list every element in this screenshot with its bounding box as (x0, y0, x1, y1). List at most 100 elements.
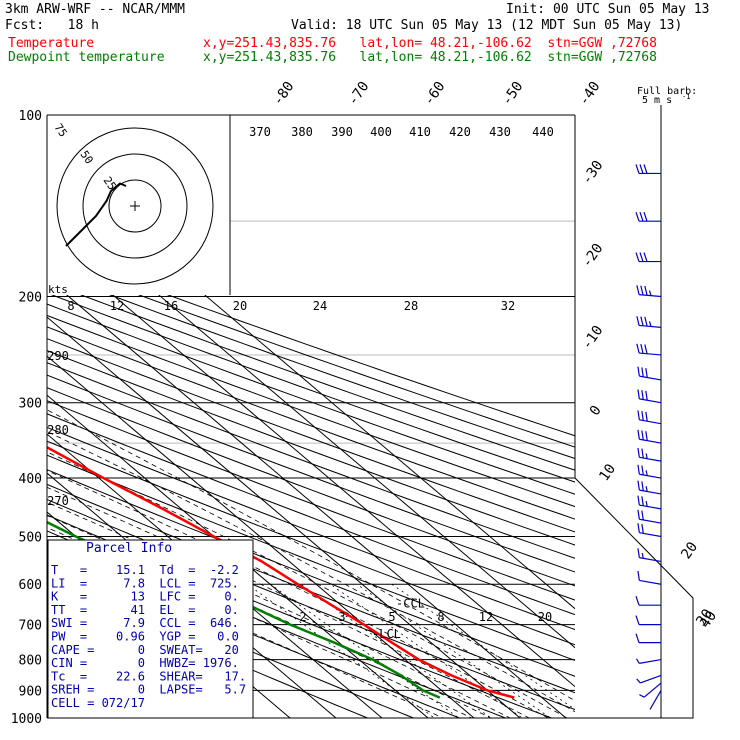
wind-barb-flag (636, 316, 640, 326)
pressure-label: 1000 (11, 712, 42, 727)
hodograph-scale-label: 16 (164, 299, 178, 313)
wind-barb-flag (637, 480, 640, 491)
dry-adiabat (47, 338, 575, 533)
dry-adiabat (47, 387, 575, 587)
isotherm-label: 20 (678, 539, 701, 562)
hodograph-scale-label: 8 (67, 299, 74, 313)
wind-barb-half (648, 290, 652, 296)
theta-label: 400 (370, 125, 392, 139)
dry-adiabat (47, 260, 575, 448)
wind-barb-flag (637, 429, 640, 440)
wind-barb-half (648, 321, 652, 327)
hodograph-ring (108, 179, 162, 233)
wind-barb-flag (636, 285, 640, 295)
isotherm-line (47, 277, 567, 718)
parcel-info-row: Tc = 22.6 SHEAR= 17. (51, 669, 246, 683)
dewpoint-location: x,y=251.43,835.76 lat,lon= 48.21,-106.62… (203, 50, 657, 65)
parcel-info-row: CAPE = 0 SWEAT= 20 (51, 643, 239, 657)
isotherm-line (0, 102, 29, 731)
dry-adiabat (47, 454, 575, 661)
parcel-info-row: SREH = 0 LAPSE= 5.7 (51, 683, 246, 697)
thetae-label: 290 (47, 349, 69, 363)
theta-label: 440 (532, 125, 554, 139)
hodograph-scale-label: 12 (110, 299, 124, 313)
wind-barb-staff (639, 438, 662, 444)
wind-barb-flag (644, 316, 648, 327)
pressure-label: 500 (19, 530, 42, 545)
dry-adiabat (47, 400, 575, 601)
dry-adiabat (47, 249, 575, 437)
isotherm-label: -80 (270, 79, 298, 109)
wind-barb-flag (641, 481, 644, 491)
mixing-ratio-label: 2 (299, 610, 306, 624)
wind-barb-staff (639, 658, 662, 664)
moist-adiabat (47, 486, 530, 718)
wind-barb-staff (639, 375, 662, 381)
isotherm-line (47, 238, 575, 688)
wind-barb-flag (636, 343, 640, 354)
wind-barb-flag (637, 495, 640, 506)
wind-barb-flag (637, 523, 640, 533)
pressure-label: 800 (19, 654, 42, 669)
parcel-info-row: T = 15.1 Td = -2.2 (51, 563, 239, 577)
theta-label: 410 (409, 125, 431, 139)
pressure-label: 700 (19, 619, 42, 634)
hodograph-ring (82, 153, 188, 259)
dry-adiabat (47, 413, 575, 616)
dry-adiabat (47, 303, 575, 495)
thetae-label: 270 (47, 494, 69, 508)
wind-barb-flag (635, 211, 640, 222)
mixing-ratio-line (391, 583, 575, 710)
wind-barb-flag (645, 431, 648, 441)
pressure-label: 400 (19, 472, 42, 487)
wind-barb-staff (639, 504, 662, 510)
hodograph-trace (65, 182, 127, 247)
dewpoint-legend-label: Dewpoint temperature (8, 50, 165, 65)
parcel-info-row: K = 13 LFC = 0. (51, 590, 239, 604)
wind-barb-flag (635, 595, 640, 606)
isotherm-label: -10 (579, 323, 607, 353)
isotherm-label: -70 (345, 79, 373, 109)
wind-barb-flag (635, 164, 640, 174)
wind-barb-flag (637, 464, 640, 475)
wind-barb-flag (639, 164, 644, 174)
wind-barb-flag (641, 367, 644, 377)
wind-barb-half (645, 501, 648, 507)
parcel-info-row: TT = 41 EL = 0. (51, 603, 239, 617)
pressure-label: 600 (19, 578, 42, 593)
hodograph-scale-label: 24 (313, 299, 327, 313)
dry-adiabat (47, 350, 575, 546)
barb-legend-value: 5 m s (642, 95, 672, 106)
mixing-ratio-label: 20 (538, 610, 552, 624)
isotherm-label: -50 (499, 79, 527, 109)
hodograph-ring-label: 75 (52, 121, 70, 139)
wind-barb-flag (641, 448, 644, 459)
isotherm-label: 10 (596, 461, 619, 484)
isotherm-line (47, 316, 521, 718)
valid-time: Valid: 18 UTC Sun 05 May 13 (12 MDT Sun … (291, 18, 683, 33)
wind-barb-staff (639, 294, 662, 298)
hodograph-ring-label: 50 (78, 148, 96, 166)
wind-barb-flag (640, 285, 644, 296)
dry-adiabat (47, 440, 575, 646)
isotherm-label: 40 (697, 608, 720, 631)
hodograph-ring (56, 127, 214, 285)
wind-barb-flag (643, 211, 648, 222)
dry-adiabat (47, 270, 575, 460)
wind-barb-half (641, 552, 644, 559)
wind-barb-staff (639, 456, 662, 462)
mixing-ratio-label: 8 (437, 610, 444, 624)
dry-adiabat (47, 281, 575, 471)
wind-barb-flag (635, 615, 640, 625)
wind-barb-flag (643, 252, 648, 262)
parcel-info-row: PW = 0.96 YGP = 0.0 (51, 630, 239, 644)
moist-adiabat (47, 501, 511, 718)
parcel-info-row: CELL = 072/17 (51, 696, 145, 710)
wind-barb-flag (644, 344, 648, 354)
parcel-info-row: CIN = 0 HWBZ= 1976. (51, 656, 239, 670)
dry-adiabat (47, 469, 575, 677)
pressure-label: 200 (19, 291, 42, 306)
temperature-legend-label: Temperature (8, 36, 95, 51)
isotherm-label: -60 (421, 79, 449, 109)
